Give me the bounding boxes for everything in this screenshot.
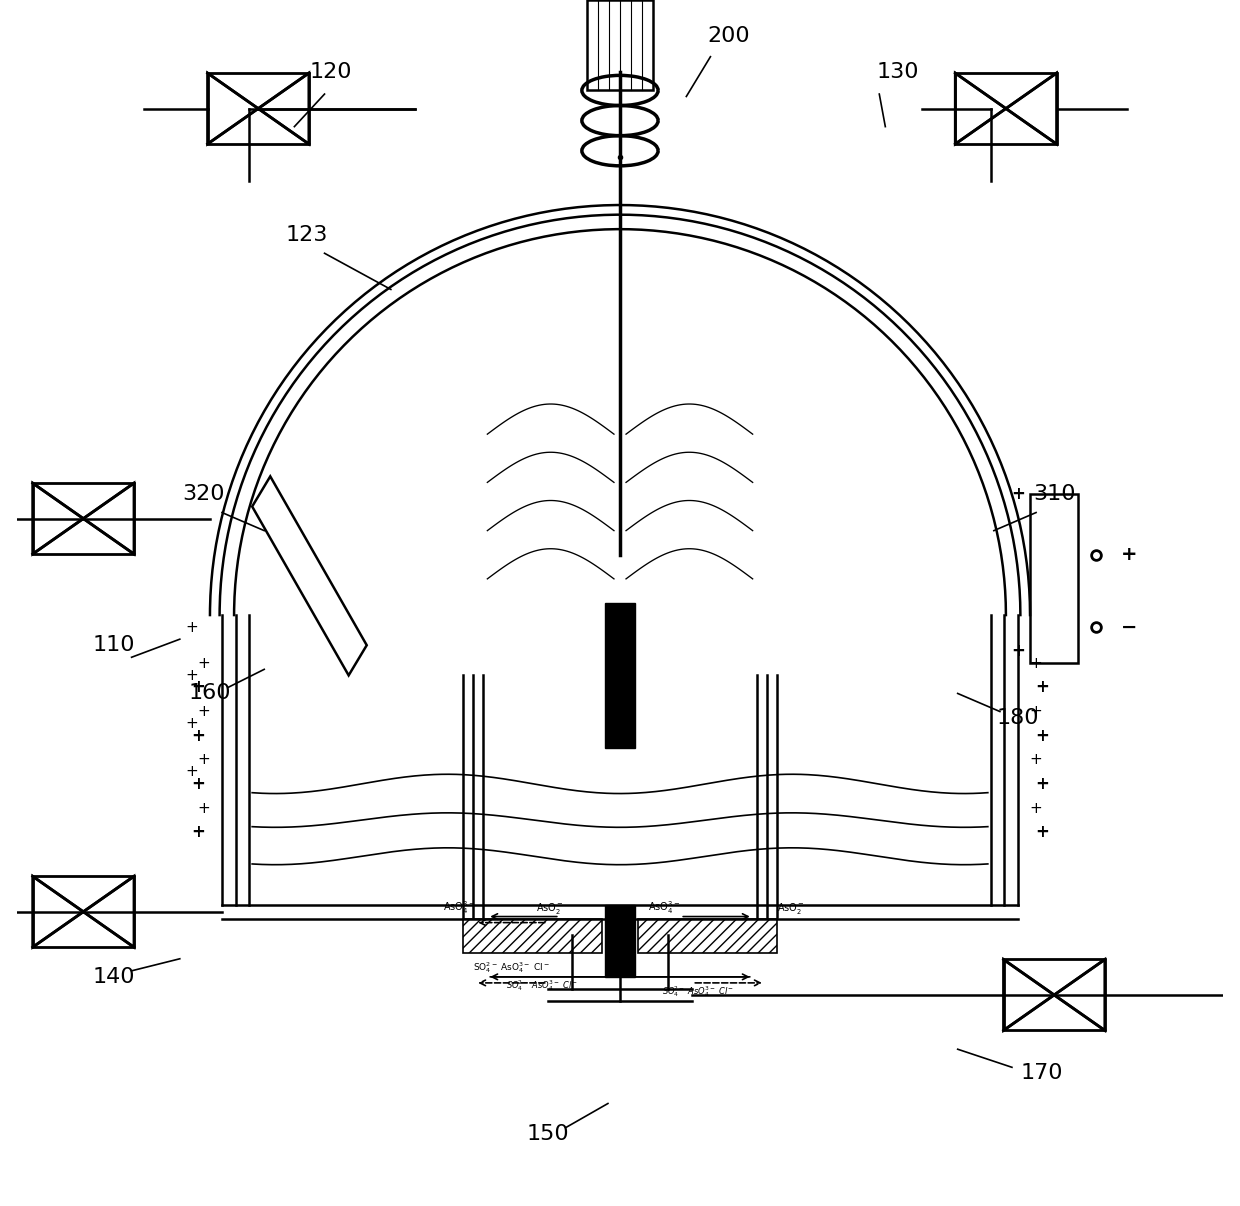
Bar — [464, 919, 601, 953]
Text: +: + — [1035, 824, 1049, 841]
Bar — [605, 603, 635, 748]
Text: +: + — [1121, 545, 1137, 564]
Text: +: + — [1035, 679, 1049, 696]
Text: +: + — [186, 668, 198, 683]
Text: 170: 170 — [1021, 1064, 1064, 1083]
Text: +: + — [191, 775, 205, 792]
Text: +: + — [197, 801, 211, 815]
Text: 180: 180 — [997, 708, 1039, 727]
Text: AsO$_2^-$: AsO$_2^-$ — [536, 901, 563, 915]
Text: +: + — [1035, 727, 1049, 744]
Bar — [1030, 494, 1079, 663]
Text: 200: 200 — [707, 27, 750, 46]
Text: +: + — [197, 753, 211, 767]
Text: +: + — [186, 620, 198, 634]
Text: AsO$_4^{3-}$: AsO$_4^{3-}$ — [649, 898, 681, 915]
Bar — [639, 919, 776, 953]
Text: 320: 320 — [182, 485, 226, 504]
Text: 140: 140 — [92, 967, 135, 987]
Text: 120: 120 — [309, 63, 352, 82]
Text: +: + — [1011, 643, 1025, 660]
Text: +: + — [1029, 704, 1043, 719]
Text: 150: 150 — [526, 1124, 569, 1143]
Text: −: − — [1121, 617, 1137, 637]
Text: +: + — [197, 704, 211, 719]
Bar — [605, 904, 635, 977]
Text: +: + — [186, 716, 198, 731]
Text: +: + — [1035, 775, 1049, 792]
Text: 123: 123 — [285, 226, 327, 245]
Text: +: + — [191, 679, 205, 696]
Text: +: + — [191, 824, 205, 841]
Text: +: + — [186, 765, 198, 779]
Text: 110: 110 — [92, 636, 135, 655]
Text: +: + — [1029, 656, 1043, 671]
Text: AsO$_4^{3-}$: AsO$_4^{3-}$ — [443, 898, 475, 915]
Text: +: + — [191, 727, 205, 744]
Text: 310: 310 — [1033, 485, 1075, 504]
Text: SO$_4^{2-}$ AsO$_4^{3-}$ Cl$^-$: SO$_4^{2-}$ AsO$_4^{3-}$ Cl$^-$ — [506, 978, 578, 994]
Text: 130: 130 — [877, 63, 919, 82]
Text: SO$_4^{2-}$ AsO$_4^{3-}$ Cl$^-$: SO$_4^{2-}$ AsO$_4^{3-}$ Cl$^-$ — [662, 984, 734, 1000]
Text: +: + — [1029, 753, 1043, 767]
Text: SO$_4^{2-}$ AsO$_4^{3-}$ Cl$^-$: SO$_4^{2-}$ AsO$_4^{3-}$ Cl$^-$ — [472, 960, 551, 976]
Bar — [587, 0, 653, 90]
Text: +: + — [1029, 801, 1043, 815]
Text: AsO$_2^-$: AsO$_2^-$ — [776, 901, 805, 915]
Text: 160: 160 — [188, 684, 231, 703]
Text: +: + — [1011, 486, 1025, 503]
Text: +: + — [197, 656, 211, 671]
